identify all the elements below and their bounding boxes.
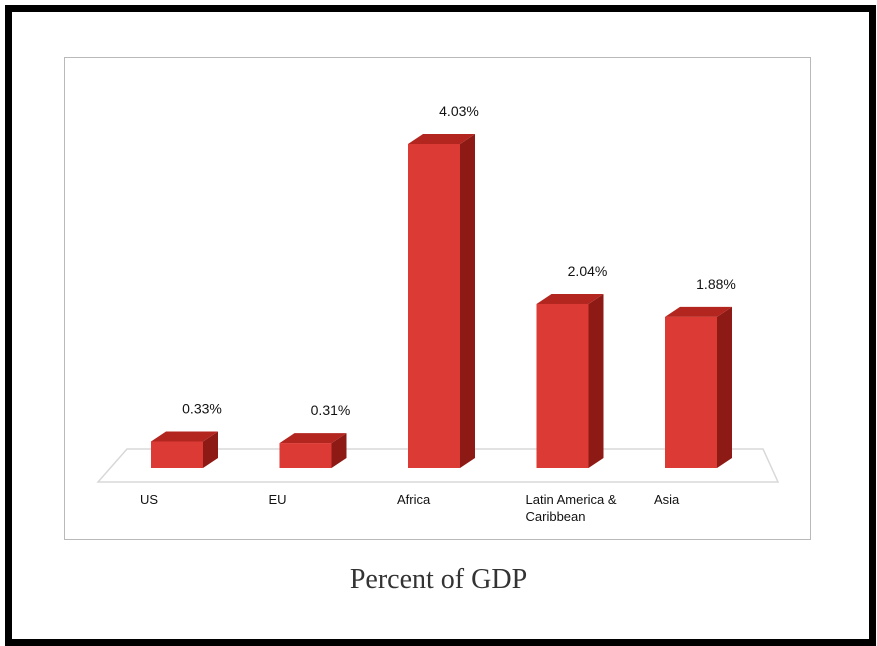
chart-caption: Percent of GDP: [349, 564, 528, 595]
bar-side-latin-america-caribbean: [588, 293, 604, 468]
value-label-africa: 4.03%: [439, 103, 479, 119]
bar-side-eu: [331, 433, 347, 468]
bar-asia: [665, 316, 717, 468]
category-label-asia: Asia: [654, 492, 680, 507]
category-label-eu: EU: [269, 492, 287, 507]
bar-top-latin-america-caribbean: [536, 293, 604, 304]
bar-latin-america-caribbean: [536, 303, 589, 468]
bar-side-africa: [460, 134, 475, 468]
bar-top-asia: [665, 306, 732, 317]
value-label-latin-america-caribbean: 2.04%: [568, 263, 608, 279]
category-label-latin-america-caribbean: Latin America & Caribbean: [526, 492, 617, 524]
category-label-us: US: [140, 492, 158, 507]
bar-africa: [408, 144, 460, 468]
category-label-africa: Africa: [397, 492, 431, 507]
bar-eu: [279, 443, 332, 468]
bar-top-africa: [408, 134, 475, 144]
bar-us: [151, 441, 203, 468]
bar-side-asia: [717, 306, 732, 468]
bar-top-us: [151, 431, 218, 442]
bar-side-us: [203, 431, 218, 468]
value-label-eu: 0.31%: [311, 402, 351, 418]
value-label-asia: 1.88%: [696, 276, 736, 292]
value-label-us: 0.33%: [182, 400, 222, 416]
bar-top-eu: [279, 433, 347, 444]
